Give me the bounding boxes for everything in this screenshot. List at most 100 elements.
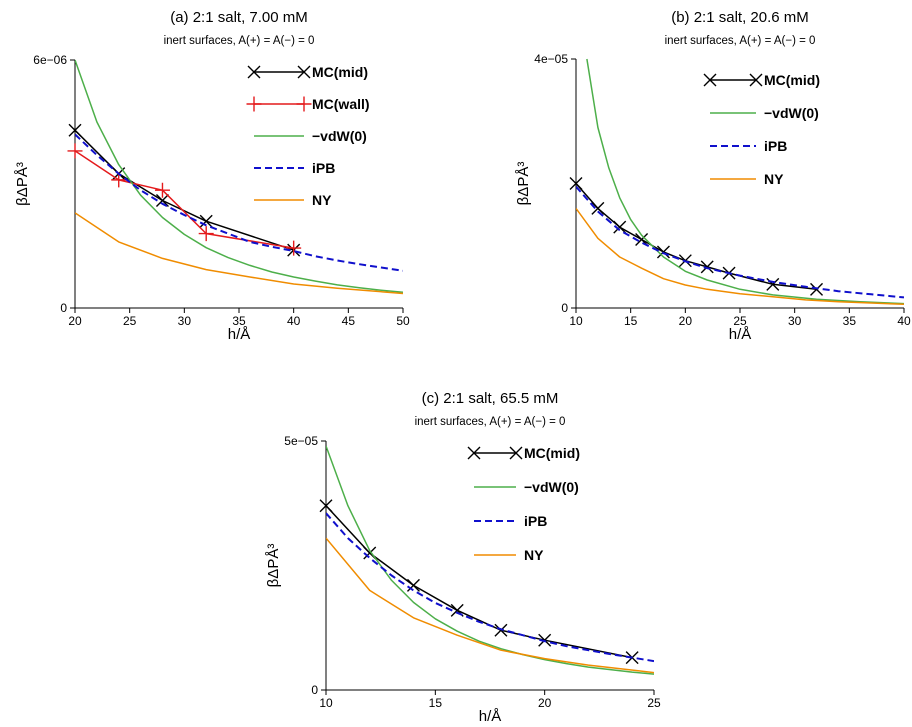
series-ny xyxy=(75,212,403,295)
legend-marker-mc-wall xyxy=(246,96,262,112)
legend-label-mc-mid: MC(mid) xyxy=(764,72,820,88)
series-line-vdw-0 xyxy=(326,445,654,675)
series-ipb xyxy=(576,185,904,299)
data-point-mc-mid xyxy=(591,201,605,215)
x-tick-label: 25 xyxy=(647,696,661,710)
panel-b: (b) 2:1 salt, 20.6 mM inert surfaces, A(+… xyxy=(515,9,911,343)
x-tick-label: 25 xyxy=(123,314,137,328)
series-line-ny xyxy=(326,537,654,674)
data-point-mc-mid xyxy=(406,578,420,592)
series-line-mc-mid xyxy=(326,505,633,659)
chart-title: (b) 2:1 salt, 20.6 mM xyxy=(671,9,809,26)
x-tick-label: 45 xyxy=(342,314,356,328)
x-axis-label: h/Å xyxy=(729,326,752,343)
x-tick-label: 20 xyxy=(68,314,82,328)
data-point-mc-mid xyxy=(613,220,627,234)
series-line-ny xyxy=(75,212,403,295)
x-tick-label: 35 xyxy=(232,314,246,328)
series-vdw-0 xyxy=(326,445,654,675)
y-axis-label: βΔPÅ³ xyxy=(515,162,532,206)
series-mc-mid xyxy=(75,129,294,251)
y-tick-label: 0 xyxy=(311,683,318,697)
legend-marker-mc-wall xyxy=(296,96,312,112)
x-axis-label: h/Å xyxy=(479,708,502,725)
x-axis-label: h/Å xyxy=(228,326,251,343)
series-line-vdw-0 xyxy=(586,58,904,305)
legend-marker-mc-mid xyxy=(247,65,261,79)
data-point-mc-wall xyxy=(286,240,302,256)
series-line-mc-mid xyxy=(75,129,294,251)
series-line-ny xyxy=(576,207,904,306)
x-tick-label: 25 xyxy=(733,314,747,328)
data-point-mc-mid xyxy=(810,282,824,296)
series-line-ipb xyxy=(326,512,654,663)
chart-subtitle: inert surfaces, A(+) = A(−) = 0 xyxy=(665,35,816,47)
data-point-mc-mid xyxy=(656,245,670,259)
y-axis-label: βΔPÅ³ xyxy=(14,162,31,206)
data-point-mc-wall xyxy=(198,226,214,242)
series-vdw-0 xyxy=(586,58,904,305)
legend-marker-mc-mid xyxy=(297,65,311,79)
series-mc-mid xyxy=(326,505,633,659)
legend-label-vdw-0: −vdW(0) xyxy=(764,105,819,121)
y-tick-label: 0 xyxy=(60,301,67,315)
y-tick-label: 5e−05 xyxy=(284,434,318,448)
series-line-ipb xyxy=(75,133,403,272)
x-tick-label: 15 xyxy=(429,696,443,710)
legend-marker-mc-mid xyxy=(749,73,763,87)
y-axis-label: βΔPÅ³ xyxy=(265,544,282,588)
y-tick-label: 4e−05 xyxy=(534,52,568,66)
series-line-vdw-0 xyxy=(75,59,403,294)
chart-title: (a) 2:1 salt, 7.00 mM xyxy=(170,9,308,26)
legend-label-mc-mid: MC(mid) xyxy=(312,64,368,80)
data-point-mc-wall xyxy=(154,182,170,198)
series-ny xyxy=(576,207,904,306)
panel-a: (a) 2:1 salt, 7.00 mM inert surfaces, A(+… xyxy=(14,9,410,343)
chart-subtitle: inert surfaces, A(+) = A(−) = 0 xyxy=(415,416,566,428)
legend-marker-mc-mid xyxy=(467,446,481,460)
series-vdw-0 xyxy=(75,59,403,294)
x-tick-label: 40 xyxy=(897,314,911,328)
data-point-mc-mid xyxy=(199,214,213,228)
x-tick-label: 10 xyxy=(319,696,333,710)
chart-title: (c) 2:1 salt, 65.5 mM xyxy=(422,390,559,407)
panel-c: (c) 2:1 salt, 65.5 mM inert surfaces, A(+… xyxy=(265,390,661,725)
data-point-mc-mid xyxy=(68,123,82,137)
legend-marker-mc-mid xyxy=(509,446,523,460)
data-point-mc-mid xyxy=(319,499,333,513)
x-tick-label: 20 xyxy=(679,314,693,328)
series-ipb xyxy=(75,133,403,272)
legend-label-ipb: iPB xyxy=(764,138,787,154)
x-tick-label: 40 xyxy=(287,314,301,328)
chart-subtitle: inert surfaces, A(+) = A(−) = 0 xyxy=(164,35,315,47)
legend-label-vdw-0: −vdW(0) xyxy=(524,479,579,495)
series-line-mc-mid xyxy=(576,183,817,291)
legend-label-ny: NY xyxy=(524,547,544,563)
data-point-mc-mid xyxy=(569,177,583,190)
x-tick-label: 15 xyxy=(624,314,638,328)
x-tick-label: 35 xyxy=(843,314,857,328)
x-tick-label: 50 xyxy=(396,314,410,328)
x-tick-label: 30 xyxy=(788,314,802,328)
series-ny xyxy=(326,537,654,674)
x-tick-label: 10 xyxy=(569,314,583,328)
legend-label-ny: NY xyxy=(312,192,332,208)
x-tick-label: 30 xyxy=(178,314,192,328)
data-point-mc-wall xyxy=(67,143,83,159)
series-ipb xyxy=(326,512,654,663)
data-point-mc-mid xyxy=(700,260,714,274)
legend-label-ny: NY xyxy=(764,171,784,187)
series-line-ipb xyxy=(576,185,904,299)
y-tick-label: 6e−06 xyxy=(33,53,67,67)
x-tick-label: 20 xyxy=(538,696,552,710)
legend-label-ipb: iPB xyxy=(312,160,335,176)
legend-label-ipb: iPB xyxy=(524,513,547,529)
y-tick-label: 0 xyxy=(561,301,568,315)
legend-marker-mc-mid xyxy=(703,73,717,87)
series-mc-mid xyxy=(576,183,817,291)
data-point-mc-mid xyxy=(155,194,169,208)
legend-label-mc-wall: MC(wall) xyxy=(312,96,370,112)
legend-label-vdw-0: −vdW(0) xyxy=(312,128,367,144)
legend-label-mc-mid: MC(mid) xyxy=(524,445,580,461)
